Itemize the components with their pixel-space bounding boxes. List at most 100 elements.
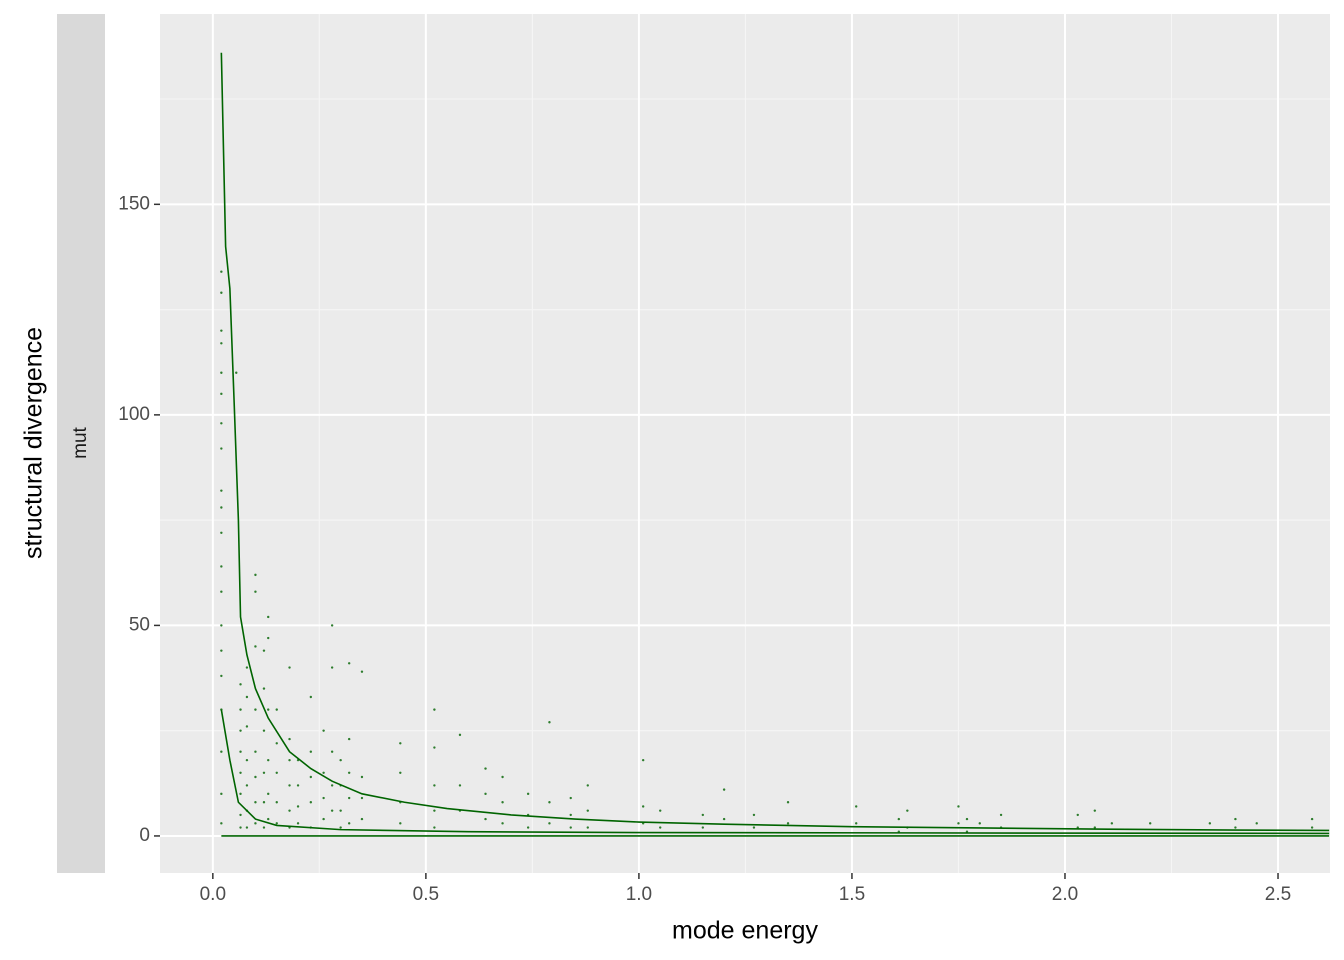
- point: [245, 695, 249, 699]
- x-axis-title: mode energy: [672, 917, 818, 945]
- point: [1234, 826, 1237, 829]
- point: [526, 826, 530, 829]
- point: [220, 674, 223, 678]
- point: [296, 805, 300, 808]
- point: [501, 775, 504, 779]
- point: [330, 784, 334, 787]
- point: [220, 342, 223, 345]
- marks: [220, 52, 1330, 837]
- point: [360, 817, 364, 821]
- x-tick-label: 0.5: [413, 884, 439, 905]
- trend-line: [220, 709, 1330, 835]
- point: [855, 822, 858, 825]
- point: [262, 649, 266, 652]
- point: [275, 771, 278, 774]
- point: [220, 624, 223, 627]
- y-tick-label: 100: [118, 404, 150, 425]
- point: [701, 826, 705, 829]
- point: [322, 771, 325, 774]
- point: [254, 645, 257, 648]
- point: [569, 796, 572, 800]
- point: [722, 788, 726, 791]
- grid: [160, 14, 1330, 873]
- x-tick-label: 1.5: [839, 884, 865, 905]
- point: [1093, 826, 1097, 829]
- point: [220, 506, 223, 509]
- point: [267, 708, 270, 711]
- point: [1310, 817, 1314, 821]
- point: [220, 750, 223, 753]
- point: [309, 750, 313, 753]
- point: [1255, 822, 1258, 825]
- point: [267, 615, 270, 619]
- point: [1148, 822, 1152, 825]
- point: [275, 708, 278, 711]
- point: [347, 771, 351, 774]
- point: [347, 737, 351, 741]
- point: [339, 826, 342, 829]
- point: [569, 813, 572, 817]
- x-tick-label: 2.5: [1265, 884, 1291, 905]
- y-axis-title: structural divergence: [20, 327, 48, 559]
- point: [484, 792, 487, 796]
- point: [339, 758, 342, 762]
- trend-line: [220, 52, 1330, 832]
- point: [484, 817, 487, 821]
- point: [220, 447, 223, 450]
- point: [1208, 822, 1212, 825]
- x-tick-label: 1.0: [626, 884, 652, 905]
- point: [220, 489, 223, 492]
- point: [262, 826, 266, 829]
- point: [220, 270, 223, 273]
- point: [906, 809, 909, 812]
- point: [752, 813, 756, 817]
- facet-strip: [57, 14, 105, 873]
- point: [254, 775, 257, 779]
- point: [330, 624, 334, 627]
- point: [239, 729, 242, 732]
- strip-label: mut: [70, 426, 91, 458]
- point: [501, 801, 504, 804]
- point: [548, 801, 551, 804]
- point: [309, 775, 313, 779]
- point: [433, 784, 436, 787]
- point: [275, 742, 278, 745]
- point: [701, 813, 705, 817]
- point: [239, 771, 242, 774]
- point: [275, 801, 278, 804]
- point: [786, 822, 790, 825]
- point: [267, 792, 270, 796]
- point: [288, 666, 291, 669]
- point: [399, 771, 402, 774]
- point: [1093, 809, 1097, 812]
- point: [1234, 817, 1237, 821]
- point: [347, 796, 351, 800]
- point: [267, 817, 270, 821]
- point: [245, 758, 249, 762]
- point: [965, 817, 969, 821]
- x-tick-label: 2.0: [1052, 884, 1078, 905]
- point: [855, 805, 858, 808]
- point: [220, 792, 223, 796]
- point: [752, 826, 756, 829]
- point: [245, 725, 249, 728]
- point: [347, 822, 351, 825]
- point: [288, 758, 291, 762]
- axes: 0.0 0.5 1.0 1.5 2.0 2.5 0 50 100 150: [118, 193, 1291, 905]
- point: [288, 809, 291, 812]
- point: [220, 392, 223, 396]
- point: [322, 796, 325, 800]
- point: [220, 822, 223, 825]
- point: [245, 826, 249, 829]
- point: [262, 801, 266, 804]
- point: [586, 784, 589, 787]
- point: [239, 826, 242, 829]
- point: [339, 809, 342, 812]
- point: [309, 801, 313, 804]
- point: [239, 683, 242, 686]
- point: [347, 662, 351, 665]
- point: [309, 695, 313, 699]
- point: [239, 750, 242, 753]
- y-tick-label: 150: [118, 193, 150, 214]
- point: [220, 590, 223, 593]
